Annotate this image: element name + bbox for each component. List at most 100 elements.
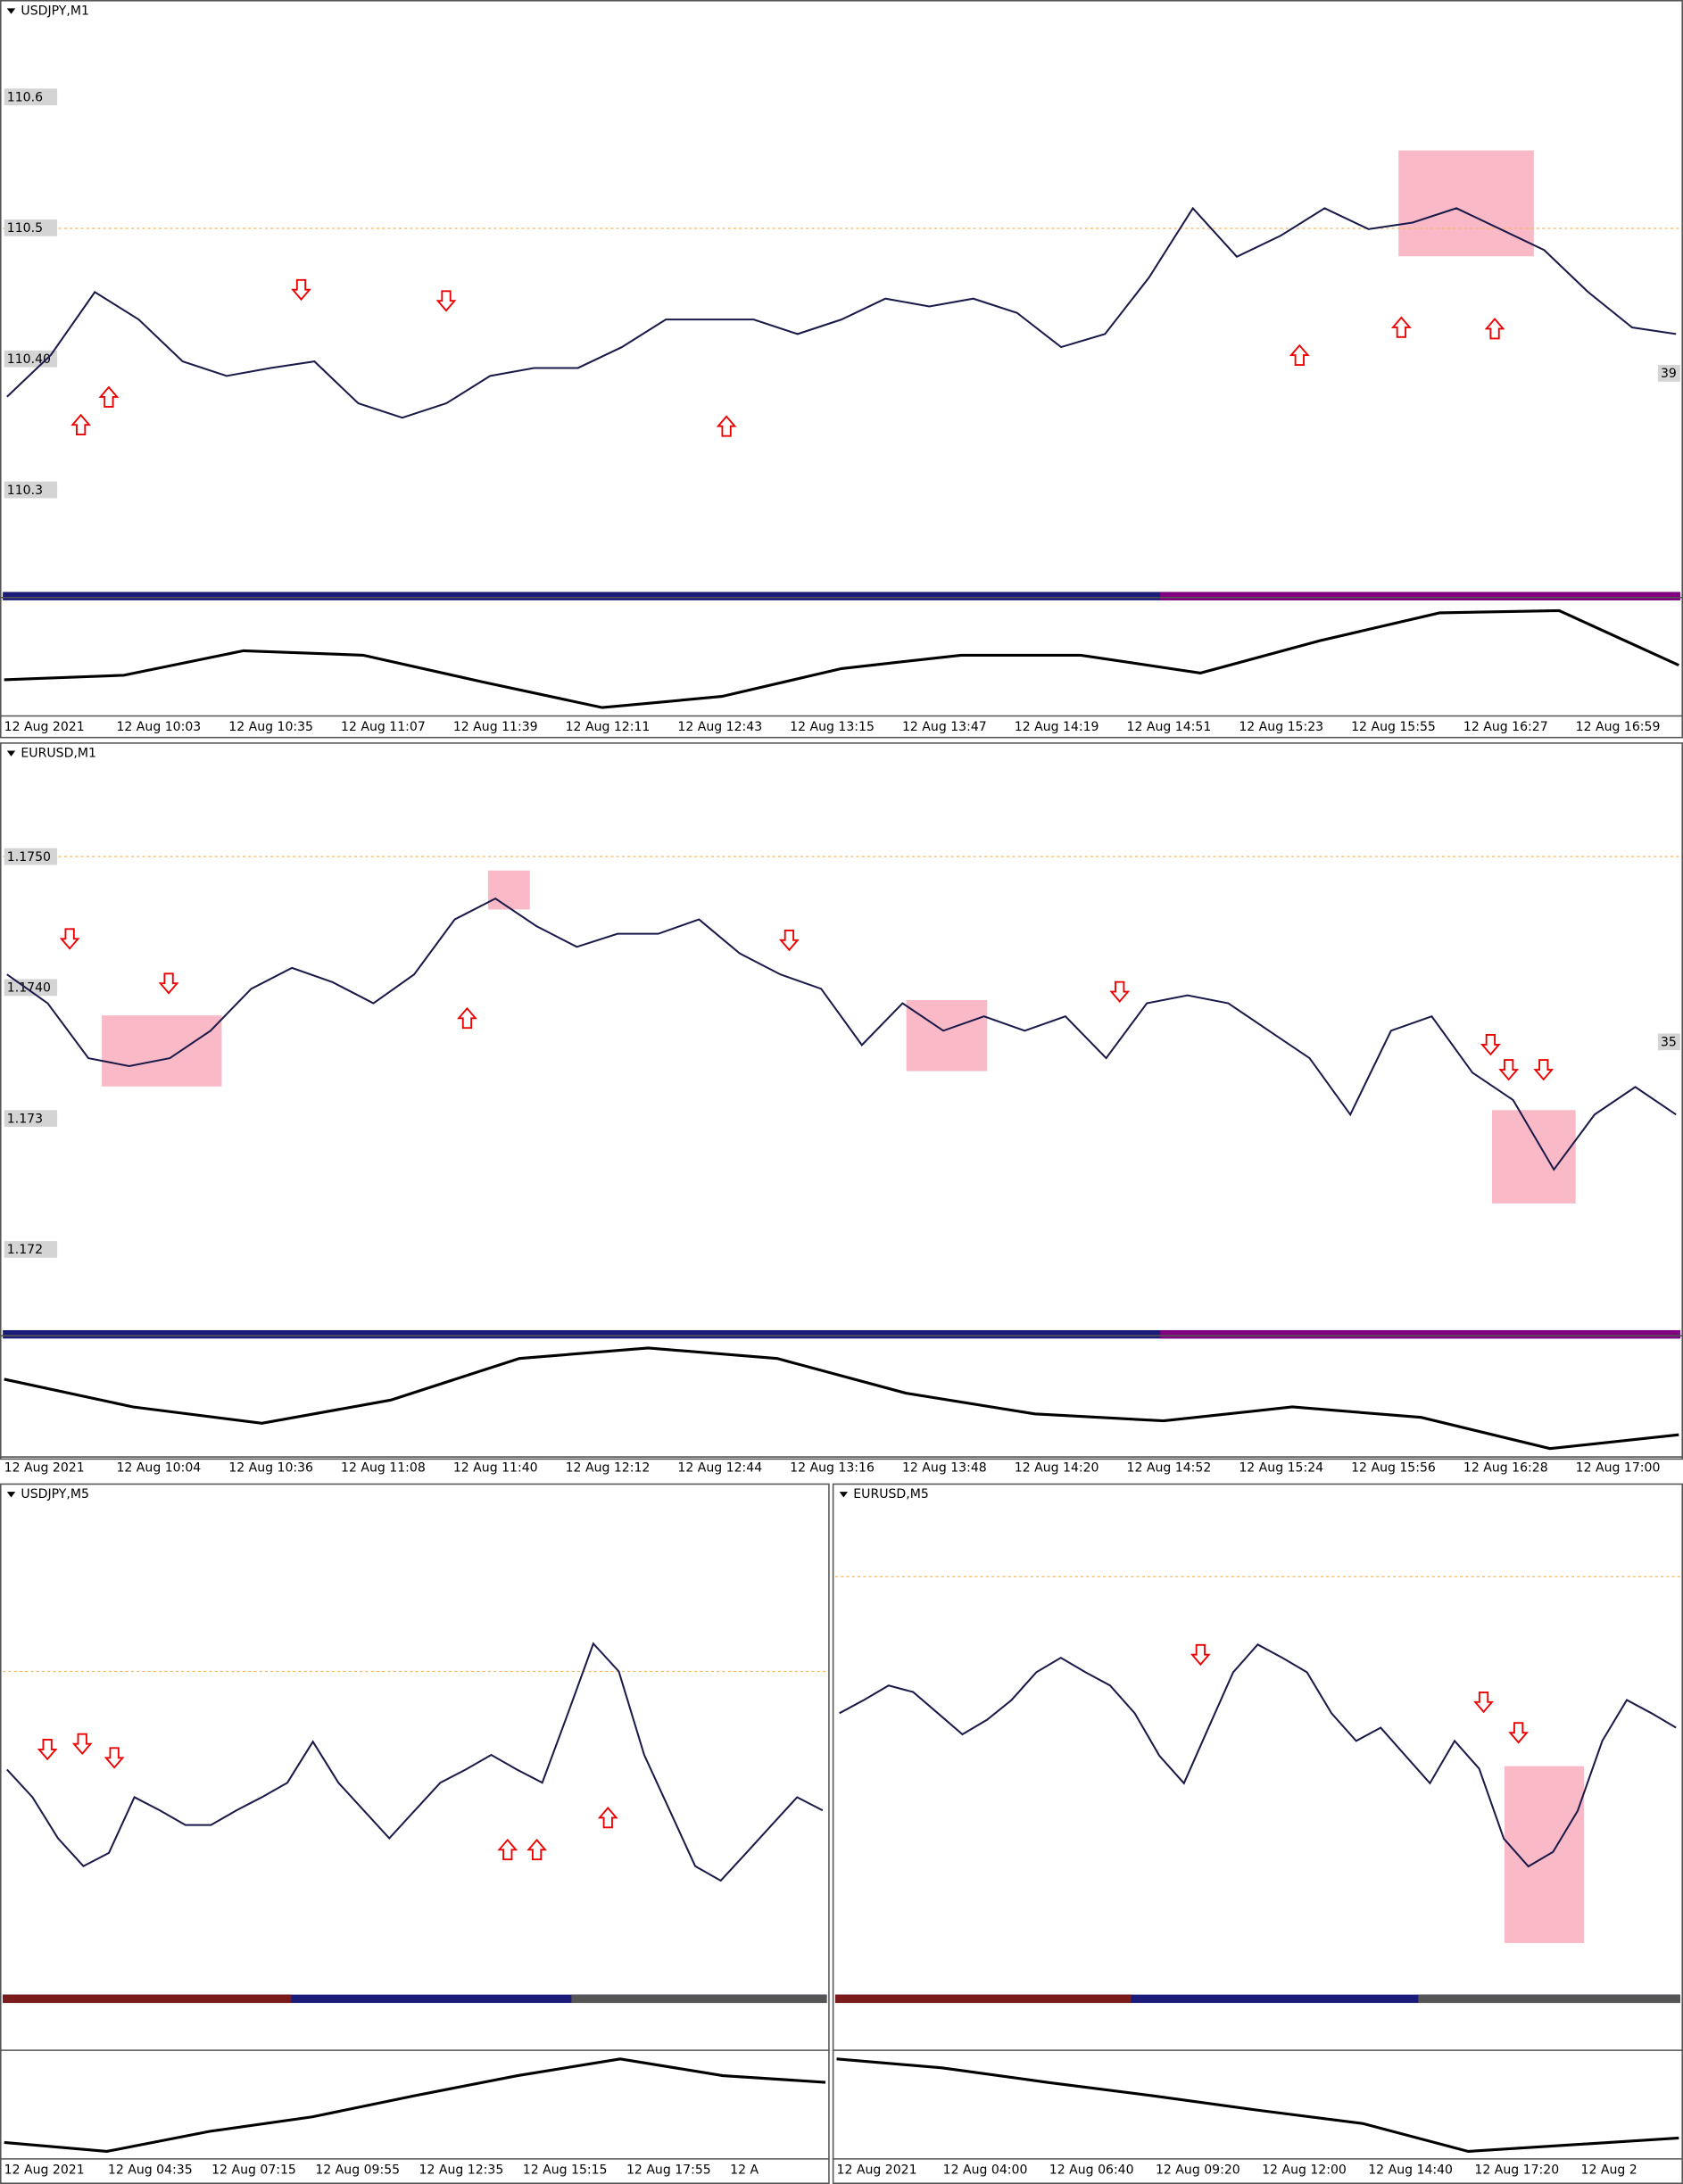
price-tag-box — [1657, 365, 1680, 382]
time-label: 12 Aug 11:40 — [453, 1461, 538, 1476]
signal-arrow — [497, 1838, 518, 1861]
signal-arrow — [1109, 980, 1131, 1003]
chart-panel: USDJPY,M5 12 Aug 2021 12 Aug 04:35 12 Aug 0… — [0, 1483, 830, 2184]
price-label-box — [4, 1110, 58, 1128]
signal-arrow — [1480, 1034, 1501, 1056]
price-label-box — [4, 979, 58, 997]
time-label: 12 Aug 12:00 — [1262, 2163, 1347, 2177]
time-label: 12 Aug 09:55 — [315, 2163, 400, 2177]
title-triangle — [6, 1492, 16, 1498]
signal-arrow — [1533, 1059, 1554, 1081]
price-line — [6, 206, 1677, 419]
signal-arrow — [1473, 1691, 1494, 1714]
time-strip-part — [834, 1994, 1132, 2004]
time-strip — [834, 1994, 1680, 2004]
time-label: 12 Aug 14:20 — [1015, 1461, 1099, 1476]
price-label-box — [4, 219, 58, 236]
time-strip — [3, 1994, 827, 2004]
time-label: 12 Aug 12:43 — [677, 720, 762, 734]
time-strip-part — [3, 1994, 292, 2004]
time-strip-part — [1160, 592, 1680, 600]
price-label-box — [4, 848, 58, 865]
highlight-zone — [906, 999, 988, 1071]
highlight-zone — [1398, 150, 1534, 257]
price-label: 1.1750 — [7, 850, 51, 864]
time-label: 12 Aug 04:35 — [108, 2163, 193, 2177]
time-label: 12 Aug 14:51 — [1127, 720, 1212, 734]
time-strip — [3, 1329, 1680, 1339]
title-triangle — [6, 750, 16, 757]
signal-arrow — [104, 1747, 125, 1769]
price-tag: 35 — [1661, 1036, 1677, 1050]
time-label: 12 Aug 07:15 — [211, 2163, 296, 2177]
title-triangle — [839, 1492, 849, 1498]
time-label: 12 Aug 11:39 — [453, 720, 538, 734]
signal-arrow — [1390, 316, 1412, 338]
signal-arrow — [526, 1838, 547, 1861]
highlight-zone — [1491, 1110, 1576, 1204]
signal-arrow — [1498, 1059, 1520, 1081]
signal-arrow — [98, 385, 120, 408]
price-tag: 39 — [1661, 367, 1677, 381]
time-label: 12 Aug 11:07 — [341, 720, 426, 734]
signal-arrow — [1508, 1722, 1530, 1744]
time-label: 12 Aug 12:44 — [677, 1461, 762, 1476]
time-label: 12 Aug 17:00 — [1576, 1461, 1661, 1476]
time-label: 12 Aug 10:35 — [228, 720, 313, 734]
price-label: 110.6 — [7, 90, 43, 104]
signal-arrow — [1484, 318, 1505, 340]
time-label: 12 Aug 13:48 — [902, 1461, 987, 1476]
price-label: 1.173 — [7, 1112, 43, 1126]
time-label: 12 Aug 12:12 — [566, 1461, 651, 1476]
time-label: 12 Aug 10:36 — [228, 1461, 313, 1476]
time-label: 12 Aug 2 — [1581, 2163, 1637, 2177]
oscillator-line — [4, 1346, 1679, 1451]
time-label: 12 Aug 06:40 — [1049, 2163, 1134, 2177]
time-label: 12 Aug 2021 — [4, 2163, 85, 2177]
price-line — [6, 1642, 824, 1882]
price-tag-box — [1657, 1033, 1680, 1051]
signal-arrow — [37, 1739, 58, 1761]
signal-arrow — [158, 972, 179, 995]
panel-title: USDJPY,M5 — [21, 1487, 88, 1502]
oscillator-line — [4, 2057, 826, 2154]
time-label: 12 Aug 15:56 — [1351, 1461, 1436, 1476]
chart-panel: 1.1750 1.1740 1.173 1.172 35 EURUSD,M1 12 Aug … — [0, 742, 1683, 1476]
price-line — [6, 897, 1677, 1171]
signal-arrow — [597, 1807, 618, 1829]
time-strip-part — [571, 1994, 827, 2004]
signal-arrow — [59, 928, 80, 950]
price-label-box — [4, 1241, 58, 1258]
time-label: 12 Aug 15:15 — [523, 2163, 608, 2177]
panel-frame — [0, 742, 1683, 1460]
time-label: 12 Aug 15:24 — [1239, 1461, 1323, 1476]
chart-panel: 110.6 110.5 110.40 110.3 39 USDJPY,M1 12 Aug 2… — [0, 0, 1683, 739]
time-label: 12 Aug 15:55 — [1351, 720, 1436, 734]
signal-arrow — [70, 413, 92, 436]
panel-title: EURUSD,M1 — [21, 747, 95, 761]
highlight-zone — [1504, 1766, 1585, 1943]
price-label: 1.172 — [7, 1243, 43, 1257]
price-line — [839, 1643, 1677, 1868]
price-label: 110.5 — [7, 221, 43, 236]
signal-arrow — [291, 278, 311, 302]
chart-panel: EURUSD,M5 12 Aug 2021 12 Aug 04:00 12 Aug 0… — [832, 1483, 1683, 2184]
price-label: 110.40 — [7, 352, 51, 367]
panel-frame — [0, 0, 1683, 739]
time-label: 12 Aug 11:08 — [341, 1461, 426, 1476]
time-label: 12 Aug 13:16 — [790, 1461, 875, 1476]
highlight-zone — [487, 870, 530, 910]
time-label: 12 Aug 10:03 — [116, 720, 201, 734]
title-triangle — [6, 8, 16, 14]
signal-arrow — [778, 929, 800, 952]
signal-arrow — [1289, 343, 1310, 366]
time-label: 12 Aug 13:47 — [902, 720, 987, 734]
signal-arrow — [435, 290, 457, 312]
oscillator-line — [836, 2057, 1679, 2154]
time-label: 12 Aug 15:23 — [1239, 720, 1323, 734]
time-label: 12 Aug 16:27 — [1463, 720, 1548, 734]
time-label: 12 Aug 14:40 — [1368, 2163, 1453, 2177]
panel-title: EURUSD,M5 — [853, 1487, 928, 1502]
signal-arrow — [457, 1006, 477, 1030]
